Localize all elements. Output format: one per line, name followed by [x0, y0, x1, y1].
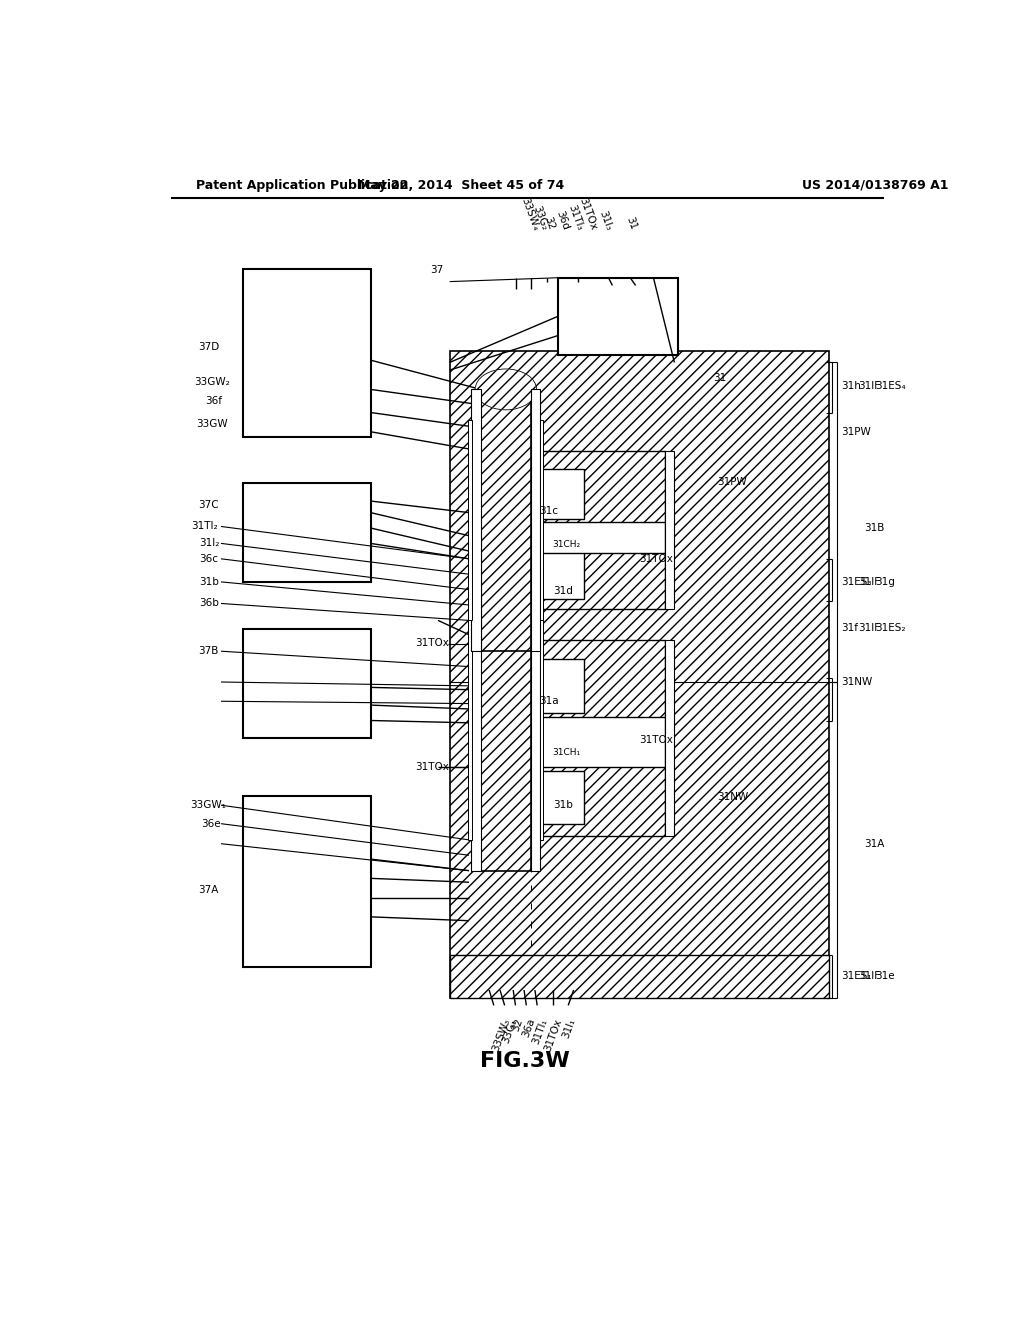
Ellipse shape — [475, 370, 536, 409]
Bar — [450, 351, 829, 998]
Text: 31IF: 31IF — [858, 623, 881, 634]
Bar — [450, 956, 829, 998]
Text: 31ES₂: 31ES₂ — [876, 623, 905, 634]
Text: 31e: 31e — [876, 972, 895, 981]
Bar — [243, 269, 371, 437]
Bar — [531, 536, 541, 871]
Text: 31f: 31f — [841, 623, 858, 634]
Text: 37B: 37B — [198, 647, 218, 656]
Bar — [468, 420, 472, 620]
Bar — [243, 483, 371, 582]
Text: 31IF: 31IF — [858, 972, 881, 981]
Text: 31a: 31a — [539, 696, 558, 706]
Bar — [243, 796, 371, 966]
Bar — [471, 536, 480, 871]
Ellipse shape — [475, 370, 536, 409]
Text: 31NW: 31NW — [717, 792, 749, 803]
Text: 31I₁: 31I₁ — [560, 1016, 577, 1040]
Bar — [468, 566, 472, 840]
Ellipse shape — [475, 516, 536, 556]
Text: 31ES₁: 31ES₁ — [841, 972, 871, 981]
Bar — [534, 737, 665, 836]
Bar — [534, 532, 665, 609]
Bar — [538, 771, 584, 825]
Text: 31b: 31b — [553, 800, 572, 810]
Bar — [471, 389, 480, 651]
Text: 31: 31 — [713, 372, 726, 383]
Text: 31TI₃: 31TI₃ — [566, 203, 585, 231]
Text: 31B: 31B — [864, 523, 885, 533]
Text: 31TOx: 31TOx — [415, 762, 449, 772]
Bar — [531, 389, 541, 651]
Bar — [243, 628, 371, 738]
Text: 32: 32 — [511, 1016, 524, 1032]
Text: 31TOx: 31TOx — [640, 554, 674, 564]
Text: 31d: 31d — [553, 586, 572, 597]
Text: 32: 32 — [543, 215, 557, 231]
Bar — [538, 659, 584, 713]
Text: US 2014/0138769 A1: US 2014/0138769 A1 — [802, 178, 949, 191]
Text: 36b: 36b — [200, 598, 219, 609]
Text: 31IF: 31IF — [858, 380, 881, 391]
Text: 31ES₃: 31ES₃ — [841, 577, 871, 587]
Text: 36d: 36d — [554, 210, 570, 231]
Bar — [538, 549, 584, 599]
Bar — [534, 640, 665, 733]
Bar — [665, 451, 675, 609]
Text: 31TOx: 31TOx — [415, 639, 449, 648]
Bar — [534, 451, 665, 528]
Text: 31: 31 — [624, 215, 638, 231]
Text: 31IF: 31IF — [858, 577, 881, 587]
Text: 33G₂: 33G₂ — [531, 205, 549, 231]
Text: 31g: 31g — [876, 577, 895, 587]
Ellipse shape — [475, 516, 536, 556]
Bar — [480, 536, 531, 871]
Text: 33SW₃: 33SW₃ — [490, 1016, 512, 1052]
Text: 36a: 36a — [520, 1016, 537, 1039]
Text: 31PW: 31PW — [841, 426, 870, 437]
Text: Patent Application Publication: Patent Application Publication — [197, 178, 409, 191]
Text: 31h: 31h — [841, 380, 861, 391]
Text: 33SW₄: 33SW₄ — [519, 195, 541, 231]
Text: 31TOx: 31TOx — [543, 1016, 563, 1052]
Text: 31TI₁: 31TI₁ — [530, 1016, 549, 1045]
Bar — [540, 566, 544, 840]
Bar — [540, 420, 544, 620]
Text: 37D: 37D — [198, 342, 219, 352]
Text: 31I₃: 31I₃ — [597, 209, 613, 231]
Text: May 22, 2014  Sheet 45 of 74: May 22, 2014 Sheet 45 of 74 — [358, 178, 564, 191]
Bar — [665, 640, 675, 836]
Text: 31I₂: 31I₂ — [200, 539, 220, 548]
Bar — [538, 717, 665, 767]
Bar — [538, 469, 584, 519]
Text: 31b: 31b — [200, 577, 219, 587]
Text: 31ES₄: 31ES₄ — [876, 380, 905, 391]
Text: 31CH₁: 31CH₁ — [553, 748, 581, 758]
Text: 31NW: 31NW — [841, 677, 872, 686]
Text: 33GW: 33GW — [197, 418, 227, 429]
Text: 36e: 36e — [202, 818, 221, 829]
Text: 31TOx: 31TOx — [640, 735, 674, 744]
Text: 37C: 37C — [198, 500, 218, 510]
Text: 31TI₂: 31TI₂ — [191, 521, 218, 532]
Text: FIG.3W: FIG.3W — [480, 1051, 569, 1071]
Text: 31TOx: 31TOx — [578, 197, 598, 231]
Text: 31A: 31A — [864, 838, 885, 849]
Text: 33G₁: 33G₁ — [501, 1016, 519, 1044]
Text: 37: 37 — [430, 265, 443, 275]
Text: 36f: 36f — [206, 396, 222, 407]
Text: 31CH₂: 31CH₂ — [553, 540, 581, 549]
Text: 31PW: 31PW — [717, 477, 746, 487]
Text: 37A: 37A — [198, 884, 218, 895]
Text: 33GW₂: 33GW₂ — [194, 376, 229, 387]
Bar — [480, 389, 531, 651]
Bar — [538, 521, 665, 553]
Text: 31c: 31c — [539, 506, 558, 516]
Text: 33GW₁: 33GW₁ — [190, 800, 226, 810]
Bar — [558, 277, 678, 355]
Text: 36c: 36c — [200, 554, 218, 564]
